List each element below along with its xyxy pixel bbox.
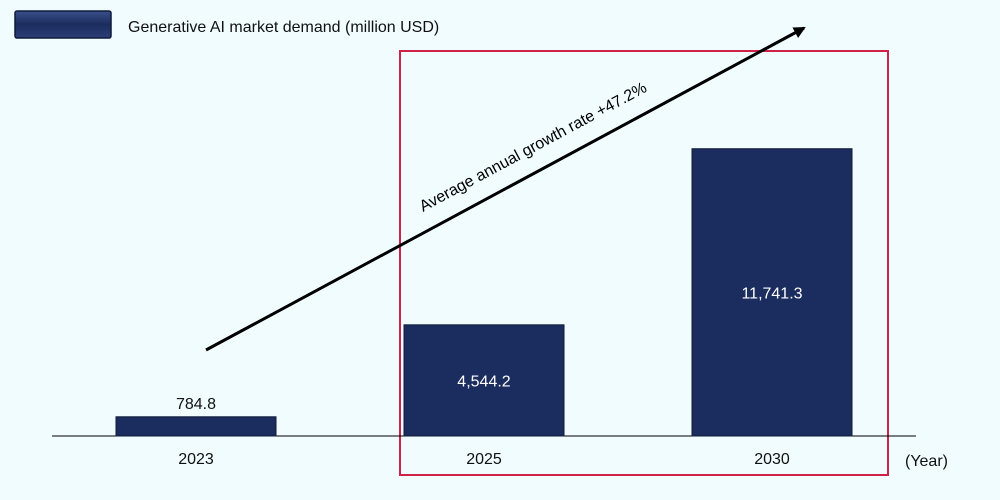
legend-swatch xyxy=(14,10,112,39)
growth-arrow xyxy=(205,26,806,352)
growth-rate-annotation: Average annual growth rate +47.2% xyxy=(417,79,650,215)
x-tick-labels: 2023 2025 2030 xyxy=(178,451,790,468)
x-tick-2025: 2025 xyxy=(466,451,502,468)
data-label-2023: 784.8 xyxy=(176,396,216,413)
legend: Generative AI market demand (million USD… xyxy=(14,10,439,39)
x-axis-label: (Year) xyxy=(905,453,948,470)
x-tick-2023: 2023 xyxy=(178,451,214,468)
bar-2023 xyxy=(115,416,277,437)
data-label-2030: 11,741.3 xyxy=(741,285,802,302)
legend-label: Generative AI market demand (million USD… xyxy=(128,19,439,36)
data-label-2025: 4,544.2 xyxy=(457,373,510,390)
bar-2025 xyxy=(403,324,565,437)
highlight-box xyxy=(399,50,889,476)
bars-group: 784.8 4,544.2 11,741.3 xyxy=(115,148,853,437)
x-tick-2030: 2030 xyxy=(754,451,790,468)
bar-2030 xyxy=(691,148,853,437)
